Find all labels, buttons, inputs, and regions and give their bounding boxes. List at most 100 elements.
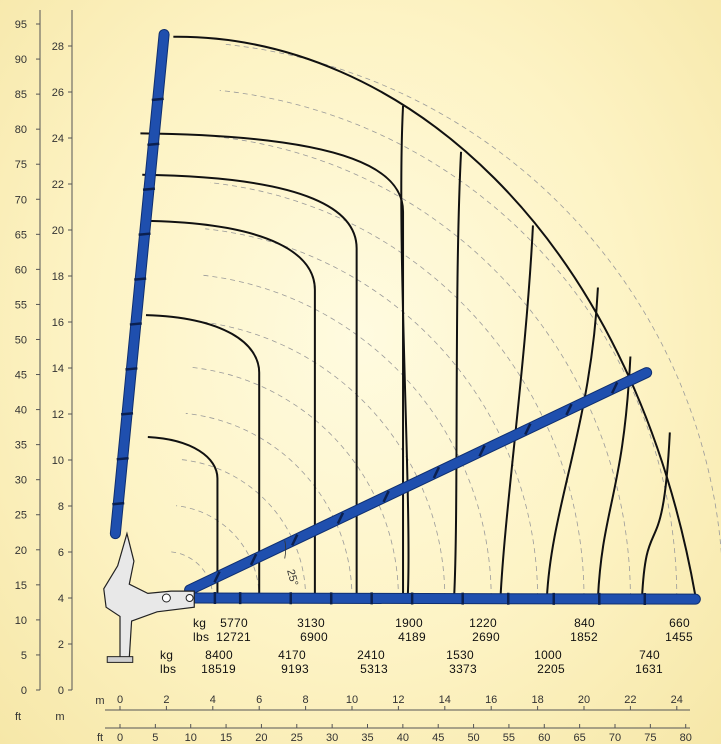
range-curve xyxy=(499,225,534,599)
ft-tick-label: 65 xyxy=(15,229,27,241)
m-tick-label: 2 xyxy=(58,639,64,651)
range-curve xyxy=(147,436,219,598)
m-tick-label: 14 xyxy=(52,363,64,375)
pivot xyxy=(185,594,194,602)
radius-arc xyxy=(200,274,492,599)
xft-tick-label: 5 xyxy=(152,732,158,744)
pivot xyxy=(161,593,171,603)
m-tick-label: 8 xyxy=(58,501,64,513)
ft-tick-label: 0 xyxy=(21,685,27,697)
row2-lbs-value: 1631 xyxy=(635,662,663,676)
angle-label: 25° xyxy=(284,568,300,587)
row2-lbs-unit: lbs xyxy=(160,662,176,676)
ft-tick-label: 70 xyxy=(15,194,27,206)
xft-tick-label: 25 xyxy=(291,732,303,744)
row1-lbs-value: 2690 xyxy=(472,630,500,644)
inclined-boom-band xyxy=(249,553,258,566)
xft-tick-label: 10 xyxy=(185,732,197,744)
xft-tick-label: 65 xyxy=(574,732,586,744)
inclined-boom-band xyxy=(432,466,441,479)
vertical-boom-band xyxy=(129,322,142,326)
vertical-boom-band xyxy=(138,232,151,236)
row1-kg-value: 660 xyxy=(669,616,690,630)
xft-tick-label: 35 xyxy=(361,732,373,744)
radius-arc xyxy=(210,182,585,599)
xm-tick-label: 20 xyxy=(578,694,590,706)
xm-tick-label: 16 xyxy=(485,694,497,706)
xft-tick-label: 60 xyxy=(538,732,550,744)
vertical-boom-band xyxy=(142,187,156,192)
radius-arc xyxy=(180,459,306,599)
ft-tick-label: 40 xyxy=(15,405,27,417)
ft-tick-label: 35 xyxy=(15,440,27,452)
ft-tick-label: 25 xyxy=(15,510,27,522)
bottom-m-unit: m xyxy=(95,695,104,707)
m-tick-label: 28 xyxy=(52,41,64,53)
vertical-boom-band xyxy=(112,501,125,506)
ft-tick-label: 5 xyxy=(21,650,27,662)
ft-tick-label: 20 xyxy=(15,545,27,557)
outer-envelope xyxy=(173,35,697,596)
bottom-ft-unit: ft xyxy=(97,732,103,744)
row2-kg-value: 1530 xyxy=(446,648,474,662)
m-tick-label: 10 xyxy=(52,455,64,467)
inclined-boom-band xyxy=(478,444,486,457)
row1-kg-value: 3130 xyxy=(297,616,325,630)
range-curve xyxy=(140,132,405,598)
vertical-boom-band xyxy=(147,142,160,147)
range-curve xyxy=(145,314,261,598)
crane-column xyxy=(103,531,195,659)
row2-kg-value: 2410 xyxy=(357,648,385,662)
inclined-boom-band xyxy=(524,423,532,436)
xm-tick-label: 0 xyxy=(117,694,123,706)
radius-arc xyxy=(190,366,399,599)
range-curve xyxy=(453,151,463,599)
m-unit-label: m xyxy=(55,711,64,723)
inclined-boom-band xyxy=(610,381,619,394)
row1-lbs-value: 1852 xyxy=(570,630,598,644)
vertical-boom-band xyxy=(116,456,129,461)
row1-lbs-value: 6900 xyxy=(300,630,328,644)
xm-tick-label: 12 xyxy=(392,694,404,706)
m-tick-label: 0 xyxy=(58,685,64,697)
range-curve xyxy=(142,173,358,598)
xm-tick-label: 10 xyxy=(346,694,358,706)
row1-kg-value: 1220 xyxy=(469,616,497,630)
ft-tick-label: 55 xyxy=(15,299,27,311)
row2-lbs-value: 18519 xyxy=(201,662,236,676)
vertical-boom-band xyxy=(120,411,134,416)
row2-kg-unit: kg xyxy=(160,648,173,662)
xft-tick-label: 55 xyxy=(503,732,515,744)
xft-tick-label: 80 xyxy=(680,732,692,744)
row2-lbs-value: 2205 xyxy=(537,662,565,676)
ft-tick-label: 75 xyxy=(15,159,27,171)
angle-arc xyxy=(284,540,287,559)
row2-kg-value: 740 xyxy=(639,648,660,662)
xft-tick-label: 75 xyxy=(644,732,656,744)
inclined-boom-band xyxy=(213,570,221,583)
xft-tick-label: 45 xyxy=(432,732,444,744)
vertical-boom-band xyxy=(151,97,164,102)
m-tick-label: 6 xyxy=(58,547,64,559)
row2-kg-value: 1000 xyxy=(534,648,562,662)
radius-arc xyxy=(185,413,353,599)
radius-arc xyxy=(205,228,538,599)
inclined-boom-band xyxy=(565,403,573,416)
m-tick-label: 20 xyxy=(52,225,64,237)
radius-arcs xyxy=(171,43,721,599)
row2-lbs-value: 5313 xyxy=(360,662,388,676)
row1-kg-unit: kg xyxy=(193,616,206,630)
vertical-boom-band xyxy=(125,367,138,371)
radius-arc xyxy=(176,505,260,599)
vertical-boom xyxy=(110,30,169,539)
ft-tick-label: 60 xyxy=(15,264,27,276)
ft-tick-label: 90 xyxy=(15,54,27,66)
row1-lbs-unit: lbs xyxy=(193,630,209,644)
row2-lbs-value: 9193 xyxy=(281,662,309,676)
xft-tick-label: 0 xyxy=(117,732,123,744)
xft-tick-label: 40 xyxy=(397,732,409,744)
row1-kg-value: 840 xyxy=(574,616,595,630)
m-tick-label: 4 xyxy=(58,593,64,605)
